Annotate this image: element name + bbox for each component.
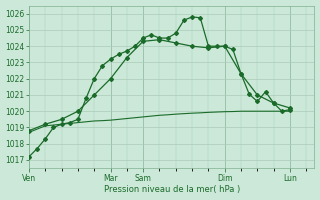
X-axis label: Pression niveau de la mer( hPa ): Pression niveau de la mer( hPa ) — [104, 185, 240, 194]
